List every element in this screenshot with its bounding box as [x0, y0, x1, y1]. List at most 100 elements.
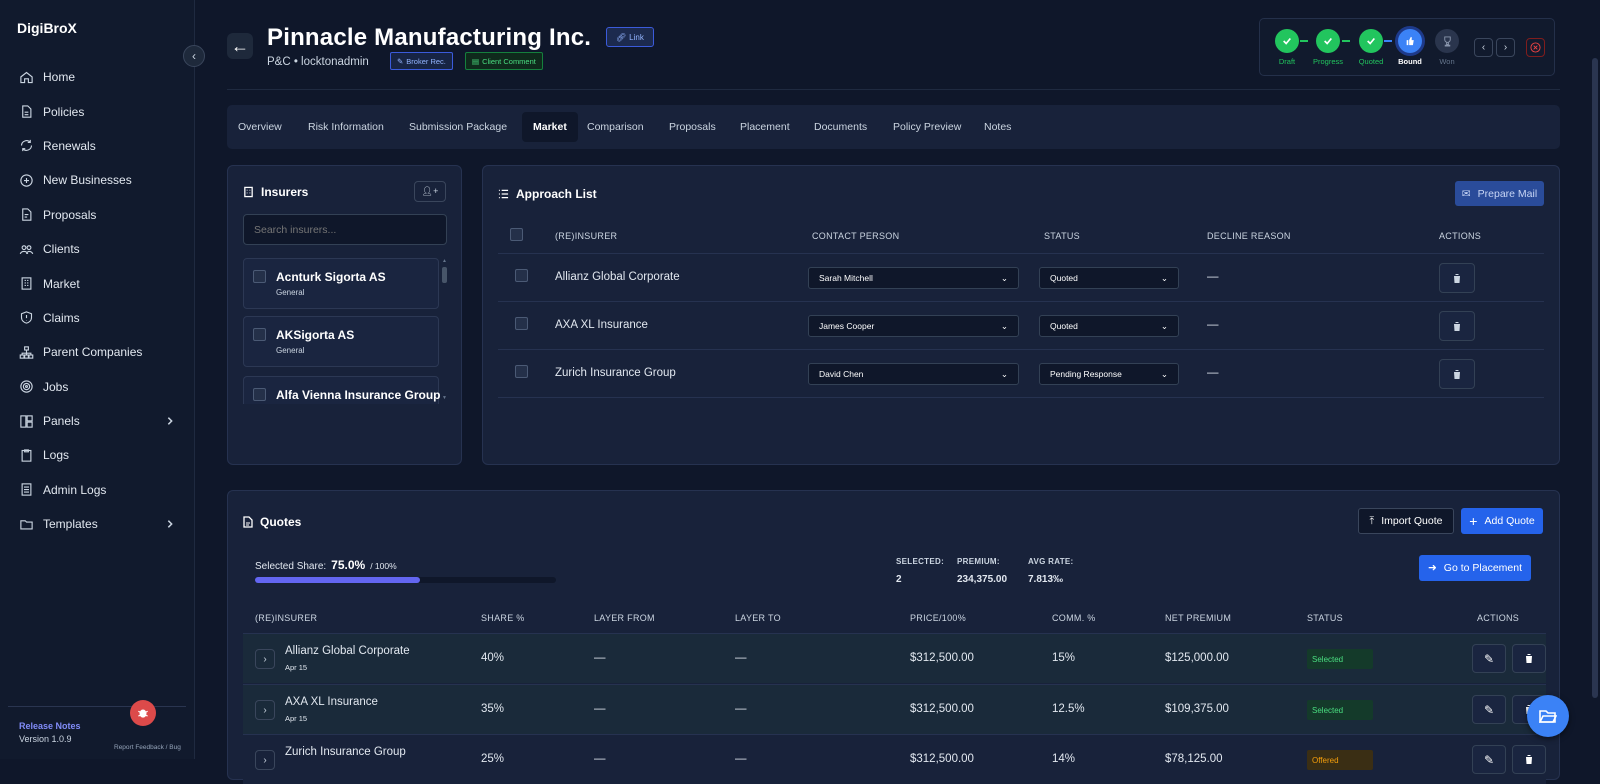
page-scrollbar[interactable] — [1590, 0, 1600, 759]
back-button[interactable]: ← — [227, 33, 253, 59]
col-header-insurer: (RE)INSURER — [255, 613, 318, 623]
sidebar-item-proposals[interactable]: Proposals — [0, 198, 195, 232]
status-select[interactable]: Pending Response ⌄ — [1039, 363, 1179, 385]
tab-market[interactable]: Market — [522, 112, 578, 142]
insurer-item[interactable]: Acnturk Sigorta AS General — [243, 258, 439, 309]
tab-placement[interactable]: Placement — [740, 121, 790, 133]
row-checkbox[interactable] — [515, 365, 528, 378]
sidebar-item-parent-companies[interactable]: Parent Companies — [0, 335, 195, 369]
insurer-checkbox[interactable] — [253, 270, 266, 283]
step-quoted[interactable]: Quoted — [1358, 29, 1384, 66]
insurer-item[interactable]: Alfa Vienna Insurance Group — [243, 376, 440, 404]
status-select[interactable]: Quoted ⌄ — [1039, 267, 1179, 289]
delete-button[interactable] — [1439, 311, 1475, 341]
expand-row-button[interactable]: › — [255, 649, 275, 669]
step-won[interactable]: Won — [1434, 29, 1460, 66]
col-header-actions: ACTIONS — [1439, 231, 1482, 241]
link-button[interactable]: 🔗︎ Link — [606, 27, 654, 47]
sidebar-item-panels[interactable]: Panels — [0, 404, 195, 438]
cancel-status-button[interactable] — [1526, 38, 1545, 57]
tab-policy-preview[interactable]: Policy Preview — [893, 121, 962, 133]
delete-button[interactable] — [1512, 644, 1546, 673]
tab-documents[interactable]: Documents — [814, 121, 868, 133]
arrow-left-icon: ← — [231, 35, 249, 56]
contact-value: James Cooper — [819, 321, 875, 331]
user-plus-icon: 👤︎+ — [421, 186, 439, 196]
layout-icon — [20, 414, 33, 428]
sidebar-item-home[interactable]: Home — [0, 60, 195, 94]
delete-button[interactable] — [1439, 359, 1475, 389]
tab-proposals[interactable]: Proposals — [669, 121, 716, 133]
edit-button[interactable]: ✎ — [1472, 644, 1506, 673]
client-comment-button[interactable]: ▤ Client Comment — [465, 52, 543, 70]
prepare-mail-button[interactable]: ✉︎ Prepare Mail — [1455, 181, 1544, 206]
sidebar-collapse-button[interactable]: ‹ — [183, 45, 205, 67]
expand-row-button[interactable]: › — [255, 700, 275, 720]
expand-row-button[interactable]: › — [255, 750, 275, 770]
sidebar-item-logs[interactable]: Logs — [0, 438, 195, 472]
prepare-mail-label: Prepare Mail — [1477, 187, 1538, 200]
sidebar-item-new-businesses[interactable]: New Businesses — [0, 163, 195, 197]
row-date: Apr 15 — [285, 663, 308, 672]
add-quote-button[interactable]: + Add Quote — [1461, 508, 1543, 534]
sidebar-item-renewals[interactable]: Renewals — [0, 129, 195, 163]
next-step-button[interactable]: › — [1496, 38, 1515, 57]
insurer-list-scrollbar[interactable]: ▲ ▼ — [442, 258, 447, 401]
row-price: $312,500.00 — [910, 652, 974, 664]
contact-select[interactable]: Sarah Mitchell ⌄ — [808, 267, 1019, 289]
row-insurer: AXA XL Insurance — [555, 319, 648, 331]
chevron-down-icon: ⌄ — [1160, 320, 1168, 331]
sidebar-item-label: Panels — [43, 414, 80, 429]
sidebar-item-admin-logs[interactable]: Admin Logs — [0, 473, 195, 507]
step-label: Won — [1439, 57, 1455, 66]
prev-step-button[interactable]: ‹ — [1474, 38, 1493, 57]
row-layer-to: — — [735, 753, 747, 765]
broker-rec-button[interactable]: ✎ Broker Rec. — [390, 52, 453, 70]
status-select[interactable]: Quoted ⌄ — [1039, 315, 1179, 337]
edit-button[interactable]: ✎ — [1472, 695, 1506, 724]
contact-select[interactable]: James Cooper ⌄ — [808, 315, 1019, 337]
row-checkbox[interactable] — [515, 269, 528, 282]
add-insurer-button[interactable]: 👤︎+ — [414, 181, 446, 202]
tab-notes[interactable]: Notes — [984, 121, 1012, 133]
step-draft[interactable]: Draft — [1274, 29, 1300, 66]
users-icon — [19, 244, 34, 254]
file-icon — [22, 105, 32, 118]
table-row: › Allianz Global Corporate Apr 15 40% — … — [243, 633, 1546, 683]
file-manager-button[interactable] — [1527, 695, 1569, 737]
tab-overview[interactable]: Overview — [238, 121, 282, 133]
tab-risk-information[interactable]: Risk Information — [308, 121, 384, 133]
sidebar-item-clients[interactable]: Clients — [0, 232, 195, 266]
row-share: 25% — [481, 753, 505, 765]
tab-submission-package[interactable]: Submission Package — [409, 121, 508, 133]
row-checkbox[interactable] — [515, 317, 528, 330]
stat-premium-value: 234,375.00 — [957, 574, 1008, 585]
clipboard-icon — [21, 449, 32, 462]
delete-button[interactable] — [1439, 263, 1475, 293]
step-label: Progress — [1312, 57, 1343, 66]
insurer-checkbox[interactable] — [253, 388, 266, 401]
import-quote-button[interactable]: ⤒ Import Quote — [1358, 508, 1454, 534]
tab-comparison[interactable]: Comparison — [587, 121, 644, 133]
insurer-checkbox[interactable] — [253, 328, 266, 341]
step-bound[interactable]: Bound — [1397, 29, 1423, 66]
report-bug-button[interactable] — [130, 700, 156, 726]
bug-icon — [138, 709, 148, 718]
release-notes-link[interactable]: Release Notes — [19, 721, 81, 731]
insurer-search-input[interactable] — [243, 214, 447, 245]
step-progress[interactable]: Progress — [1313, 29, 1343, 66]
contact-select[interactable]: David Chen ⌄ — [808, 363, 1019, 385]
sidebar-item-templates[interactable]: Templates — [0, 507, 195, 541]
sidebar-item-claims[interactable]: Claims — [0, 301, 195, 335]
shield-icon — [20, 311, 33, 325]
go-to-placement-button[interactable]: ➜ Go to Placement — [1419, 555, 1531, 581]
insurer-item[interactable]: AKSigorta AS General — [243, 316, 439, 367]
sidebar-item-market[interactable]: Market — [0, 266, 195, 300]
col-header-contact: CONTACT PERSON — [812, 231, 900, 241]
sidebar-item-jobs[interactable]: Jobs — [0, 370, 195, 404]
plus-icon: + — [1469, 513, 1478, 529]
select-all-checkbox[interactable] — [510, 228, 523, 241]
edit-button[interactable]: ✎ — [1472, 745, 1506, 774]
delete-button[interactable] — [1512, 745, 1546, 774]
sidebar-item-policies[interactable]: Policies — [0, 94, 195, 128]
